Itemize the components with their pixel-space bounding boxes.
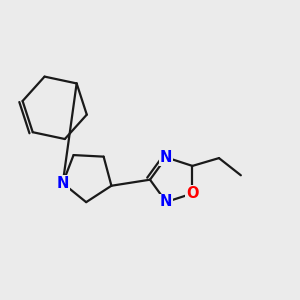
Text: N: N [57, 176, 69, 191]
Text: O: O [186, 186, 199, 201]
Text: N: N [160, 150, 172, 165]
Text: N: N [160, 194, 172, 209]
